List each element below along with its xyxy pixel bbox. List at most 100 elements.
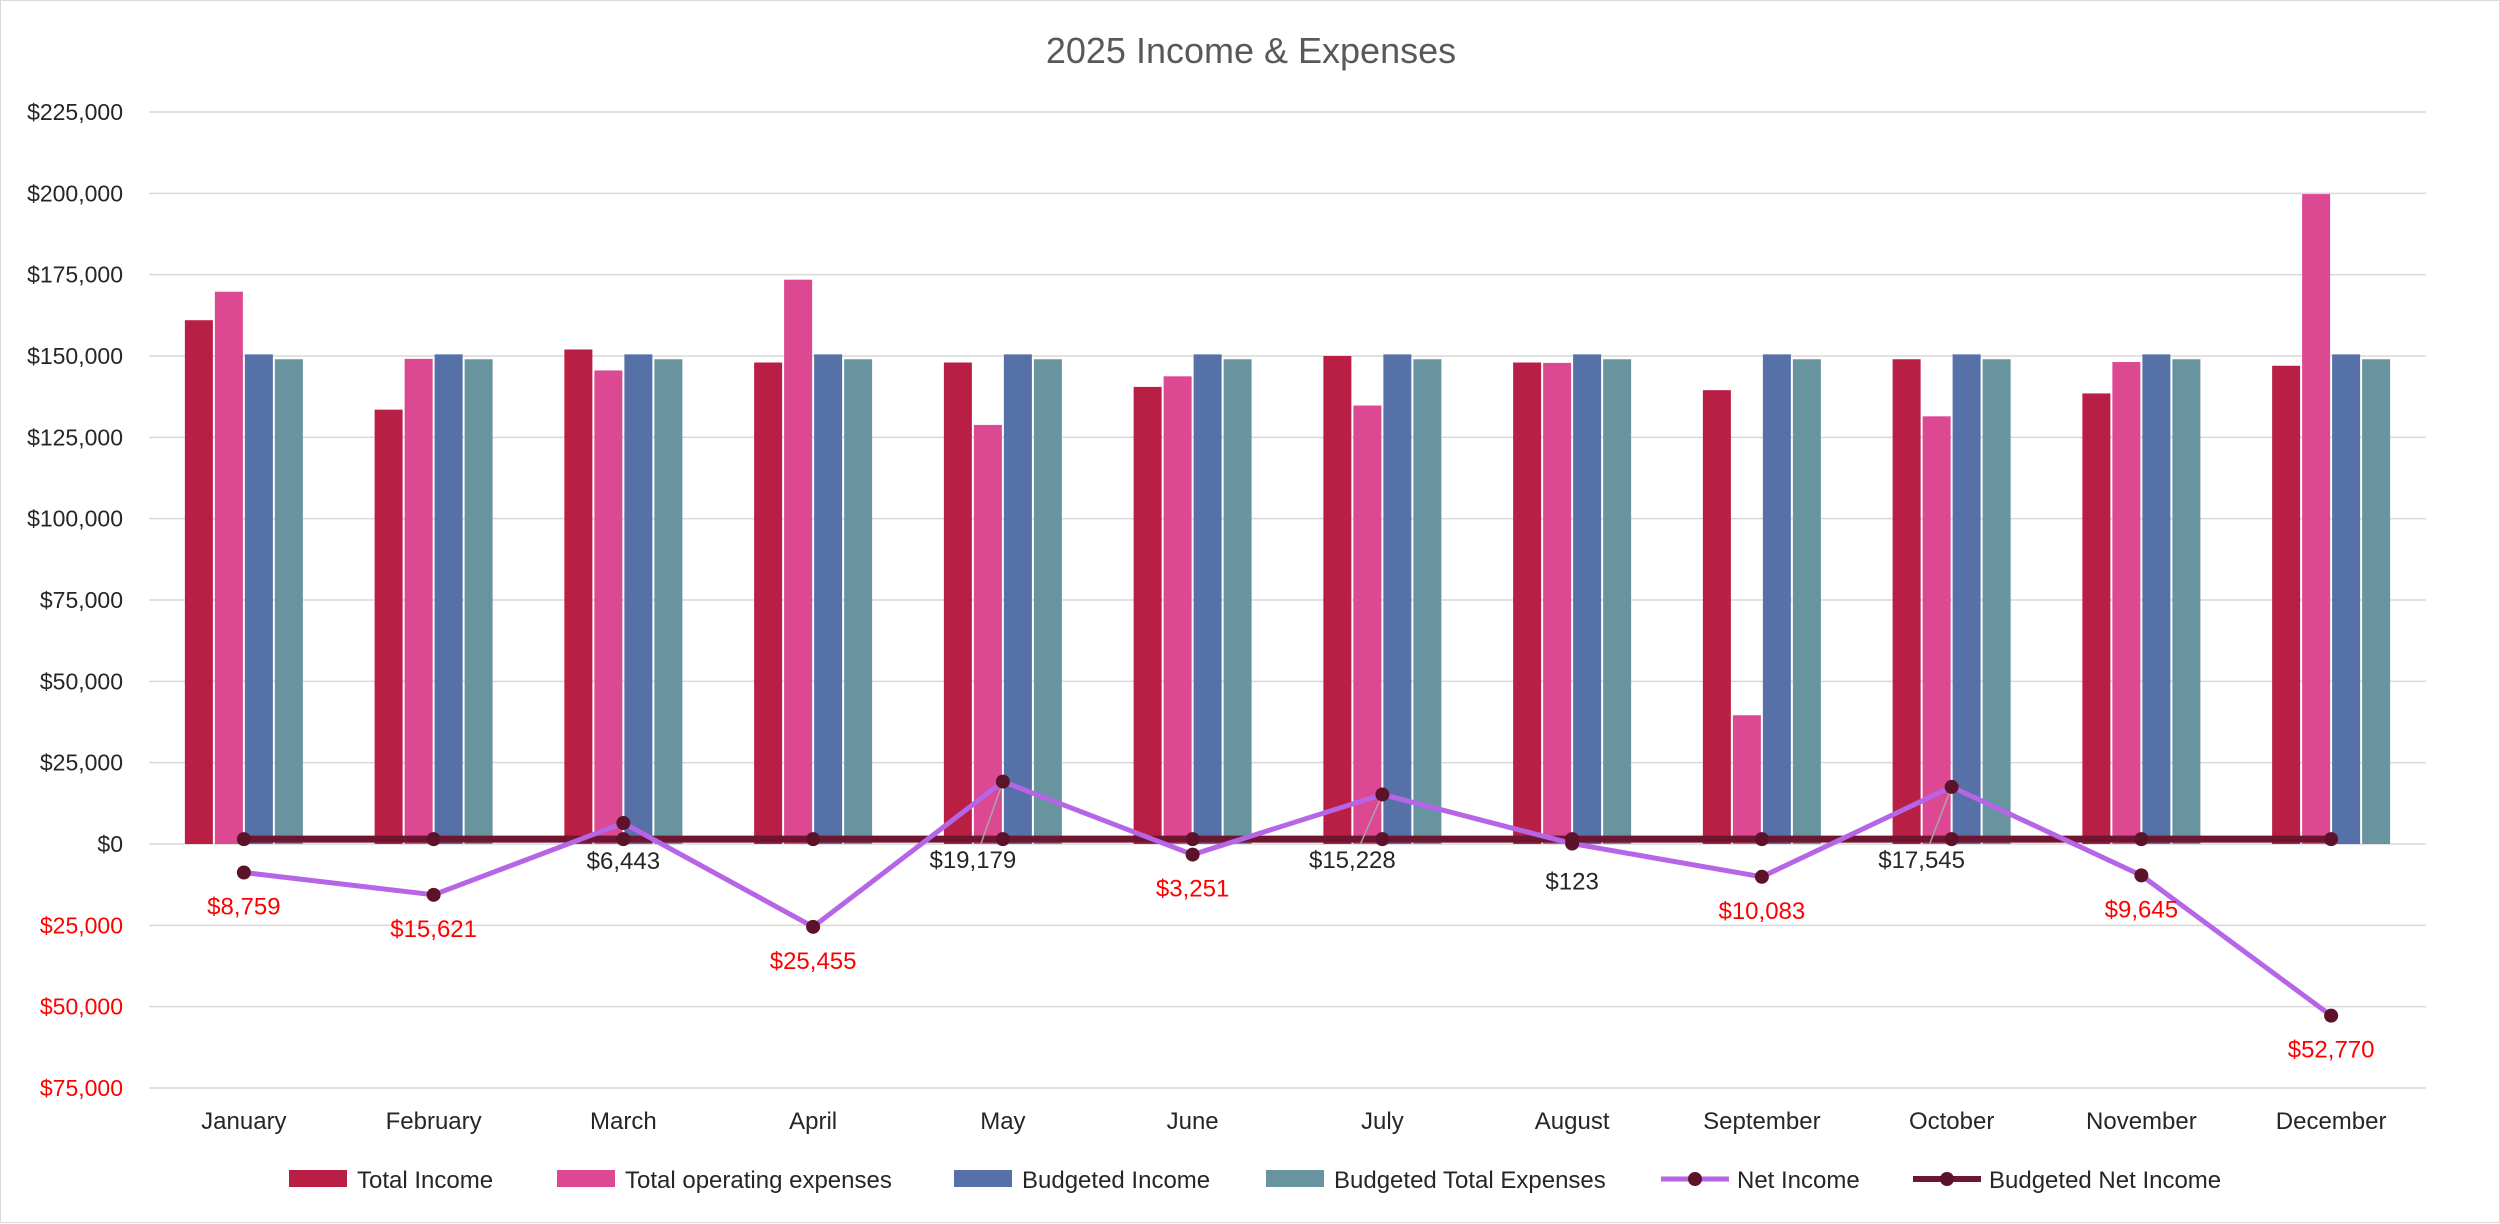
bar-budgeted-income	[814, 354, 843, 844]
x-category-label: May	[980, 1108, 1025, 1135]
data-label-net-income: $17,545	[1878, 847, 1965, 874]
y-tick-label: $75,000	[40, 587, 123, 613]
x-category-label: June	[1167, 1108, 1219, 1135]
bar-total-income	[1513, 362, 1542, 844]
y-tick-label: $150,000	[27, 343, 123, 369]
marker-net-income	[1375, 787, 1390, 802]
marker-budgeted-net-income	[426, 832, 441, 847]
data-label-net-income: $3,251	[1156, 876, 1229, 903]
x-category-label: January	[201, 1108, 286, 1135]
bar-total-operating-expenses	[1163, 376, 1192, 844]
bar-budgeted-total-expenses	[1982, 359, 2011, 844]
x-category-label: November	[2086, 1108, 2197, 1135]
y-tick-label: $50,000	[40, 668, 123, 694]
bar-budgeted-income	[2332, 354, 2361, 844]
x-category-label: September	[1703, 1108, 1820, 1135]
bar-total-income	[1702, 390, 1731, 844]
marker-budgeted-net-income	[1754, 832, 1769, 847]
x-category-label: July	[1361, 1108, 1404, 1135]
legend-swatch	[954, 1170, 1012, 1187]
legend-label: Budgeted Net Income	[1989, 1167, 2221, 1194]
line-markers	[236, 774, 2339, 1023]
legend-label: Total operating expenses	[625, 1167, 892, 1194]
x-category-label: December	[2276, 1108, 2387, 1135]
bar-total-income	[754, 362, 783, 844]
marker-budgeted-net-income	[806, 832, 821, 847]
bar-total-operating-expenses	[784, 279, 813, 844]
line-series	[243, 779, 2333, 1018]
marker-budgeted-net-income	[1185, 832, 1200, 847]
bar-budgeted-income	[624, 354, 653, 844]
bar-total-income	[2272, 365, 2301, 844]
marker-budgeted-net-income	[236, 832, 251, 847]
legend-swatch	[1266, 1170, 1324, 1187]
marker-net-income	[1944, 779, 1959, 794]
bar-budgeted-total-expenses	[2172, 359, 2201, 844]
bar-budgeted-total-expenses	[1603, 359, 1632, 844]
marker-net-income	[2324, 1008, 2339, 1023]
bar-budgeted-total-expenses	[2362, 359, 2391, 844]
marker-budgeted-net-income	[616, 832, 631, 847]
bar-budgeted-total-expenses	[654, 359, 683, 844]
data-label-net-income: $52,770	[2288, 1037, 2375, 1064]
marker-budgeted-net-income	[1944, 832, 1959, 847]
bar-total-operating-expenses	[404, 358, 433, 844]
bar-total-operating-expenses	[1543, 362, 1572, 844]
data-label-net-income: $8,759	[207, 893, 280, 920]
x-category-label: February	[386, 1108, 482, 1135]
x-category-label: April	[789, 1108, 837, 1135]
y-tick-label: $25,000	[40, 750, 123, 776]
marker-net-income	[2134, 868, 2149, 883]
bar-budgeted-income	[434, 354, 463, 844]
marker-budgeted-net-income	[2324, 832, 2339, 847]
data-label-net-income: $10,083	[1718, 898, 1805, 925]
marker-net-income	[806, 919, 821, 934]
marker-net-income	[995, 774, 1010, 789]
legend-swatch	[557, 1170, 615, 1187]
bar-total-income	[943, 362, 972, 844]
legend-marker	[1688, 1172, 1702, 1186]
data-labels: $8,759 $15,621 $6,443 $25,455 $19,179 $3,251 $…	[207, 847, 2374, 1064]
leader-line	[1928, 786, 1953, 845]
legend-label: Budgeted Total Expenses	[1334, 1167, 1606, 1194]
bar-budgeted-income	[1193, 354, 1222, 844]
leader-line	[1359, 794, 1384, 845]
legend-swatch	[289, 1170, 347, 1187]
marker-net-income	[1185, 847, 1200, 862]
bar-total-operating-expenses	[1353, 405, 1382, 844]
leader-line	[980, 781, 1004, 845]
y-axis-ticks: $225,000 $200,000 $175,000 $150,000 $125,000…	[27, 99, 123, 1101]
bar-total-income	[1892, 359, 1921, 844]
line-net-income	[243, 779, 2333, 1018]
y-tick-label: $125,000	[27, 424, 123, 450]
chart-title: 2025 Income & Expenses	[1046, 30, 1456, 71]
bar-total-income	[374, 409, 403, 844]
bar-total-income	[2082, 393, 2111, 844]
data-label-net-income: $123	[1545, 869, 1598, 896]
bar-budgeted-income	[1003, 354, 1032, 844]
y-tick-label: $225,000	[27, 99, 123, 125]
data-label-net-income: $25,455	[770, 948, 857, 975]
bar-total-operating-expenses	[594, 370, 623, 844]
marker-net-income	[1754, 869, 1769, 884]
y-tick-label: $0	[97, 831, 123, 857]
marker-net-income	[236, 865, 251, 880]
bar-series	[184, 194, 2391, 844]
bar-total-operating-expenses	[2302, 194, 2331, 844]
data-label-net-income: $15,228	[1309, 847, 1396, 874]
y-tick-label: $25,000	[40, 912, 123, 938]
bar-budgeted-total-expenses	[464, 359, 493, 844]
marker-net-income	[426, 887, 441, 902]
bar-budgeted-income	[1573, 354, 1602, 844]
marker-net-income	[1565, 836, 1580, 851]
leader-lines	[980, 781, 1953, 845]
bar-budgeted-income	[244, 354, 273, 844]
legend-label: Net Income	[1737, 1167, 1860, 1194]
bar-total-operating-expenses	[1922, 416, 1951, 844]
y-tick-label: $75,000	[40, 1075, 123, 1101]
x-axis-categories: January February March April May June July Augu…	[201, 1108, 2386, 1135]
x-category-label: October	[1909, 1108, 1994, 1135]
bar-total-income	[1323, 356, 1352, 844]
